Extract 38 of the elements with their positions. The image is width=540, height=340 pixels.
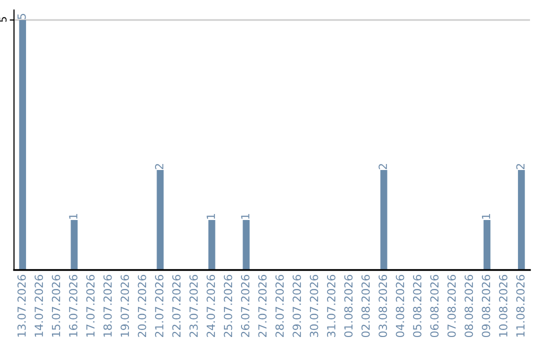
data-label: 1 (206, 214, 215, 219)
x-tick-label: 17.07.2026 (86, 274, 95, 337)
x-tick-label: 01.08.2026 (344, 274, 353, 338)
data-label: 1 (482, 214, 490, 219)
data-label: 1 (69, 214, 78, 219)
x-tick-label: 08.08.2026 (464, 274, 474, 338)
x-tick-label: 27.07.2026 (258, 274, 267, 337)
x-tick-label: 22.07.2026 (172, 274, 181, 337)
x-tick-label: 05.08.2026 (413, 274, 422, 338)
x-tick-label: 28.07.2026 (275, 274, 284, 337)
x-tick-label: 18.07.2026 (103, 274, 112, 337)
x-tick-label: 31.07.2026 (327, 274, 336, 337)
x-tick-label: 29.07.2026 (292, 274, 302, 337)
data-label: 2 (155, 164, 164, 170)
x-tick-label: 10.08.2026 (499, 274, 508, 337)
x-tick-label: 20.07.2026 (138, 274, 146, 337)
x-tick-label: 24.07.2026 (206, 274, 216, 337)
x-tick-label: 26.07.2026 (241, 274, 250, 337)
x-tick-label: 19.07.2026 (120, 274, 130, 337)
x-tick-label: 30.07.2026 (310, 274, 318, 337)
x-tick-label: 25.07.2026 (224, 274, 232, 337)
x-tick-label: 13.07.2026 (17, 274, 26, 337)
x-tick-label: 07.08.2026 (447, 274, 456, 338)
x-tick-label: 14.07.2026 (34, 274, 44, 337)
x-tick-label: 15.07.2026 (52, 274, 60, 337)
data-label: 2 (516, 164, 524, 170)
data-label: 5 (18, 14, 26, 20)
data-label: 2 (378, 164, 387, 170)
x-tick-label: 09.08.2026 (482, 274, 490, 338)
x-tick-label: 03.08.2026 (378, 274, 388, 338)
x-tick-label: 06.08.2026 (430, 274, 439, 338)
x-tick-label: 02.08.2026 (361, 274, 370, 338)
x-tick-label: 16.07.2026 (69, 274, 78, 337)
x-tick-label: 23.07.2026 (189, 274, 198, 337)
x-tick-label: 04.08.2026 (396, 274, 404, 338)
x-tick-label: 11.08.2026 (516, 274, 525, 337)
x-tick-label: 21.07.2026 (155, 274, 164, 337)
data-label: 1 (241, 214, 250, 219)
